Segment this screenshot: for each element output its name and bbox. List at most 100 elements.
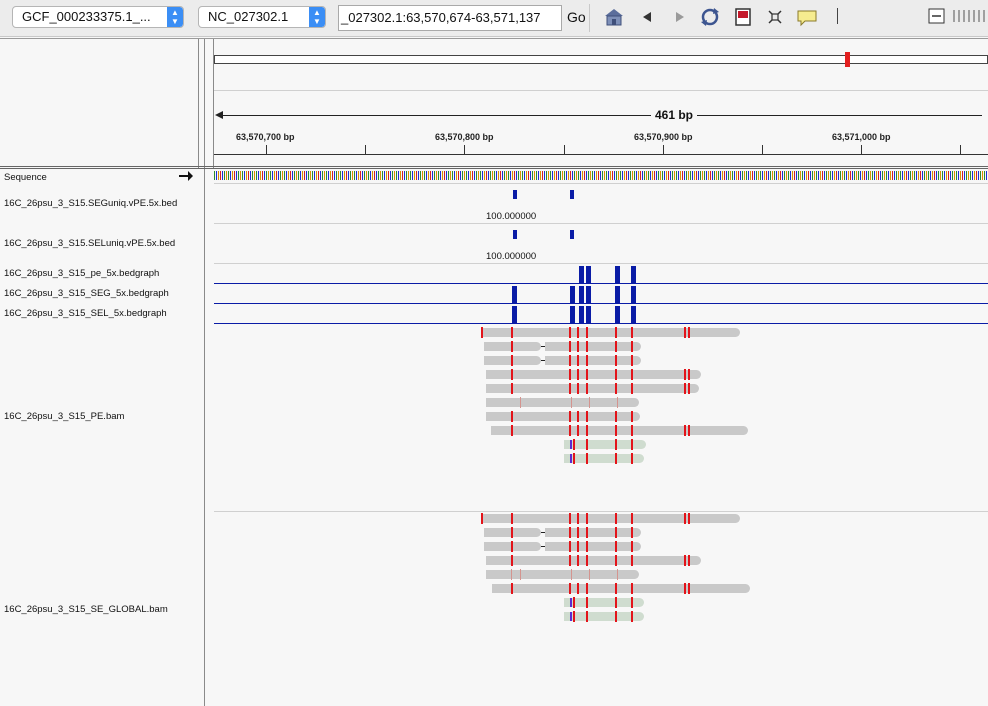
chromosome-dropdown-value: NC_027302.1	[208, 9, 289, 24]
bedgraph-bar[interactable]	[586, 306, 591, 323]
bedgraph-bar[interactable]	[615, 306, 620, 323]
track-name-seg-bedgraph[interactable]: 16C_26psu_3_S15_SEG_5x.bedgraph	[4, 288, 169, 299]
go-button[interactable]: Go	[567, 9, 586, 25]
bedgraph-bar[interactable]	[570, 306, 575, 323]
resize-icon[interactable]	[764, 7, 786, 27]
alignment-read[interactable]	[483, 514, 740, 523]
mismatch-mark	[586, 369, 588, 380]
bedgraph-bar[interactable]	[631, 306, 636, 323]
strand-arrow-icon[interactable]	[178, 170, 194, 182]
track-name-sel-uniq-bed[interactable]: 16C_26psu_3_S15.SELuniq.vPE.5x.bed	[4, 238, 176, 249]
bed-feature[interactable]	[570, 190, 574, 199]
bed-feature[interactable]	[513, 230, 517, 239]
track-name-seg-uniq-bed[interactable]: 16C_26psu_3_S15.SEGuniq.vPE.5x.bed	[4, 198, 178, 209]
alignment-read[interactable]	[486, 384, 699, 393]
ruler-tick	[266, 145, 267, 154]
bedgraph-bar[interactable]	[615, 266, 620, 283]
zoom-slider[interactable]	[952, 7, 988, 27]
bed-feature[interactable]	[513, 190, 517, 199]
bedgraph-bar[interactable]	[586, 286, 591, 303]
mismatch-mark	[586, 453, 588, 464]
alignment-read[interactable]	[486, 556, 701, 565]
mismatch-mark	[631, 369, 633, 380]
mismatch-mark	[631, 383, 633, 394]
deletion-gap	[541, 360, 545, 361]
track-name-sel-bedgraph[interactable]: 16C_26psu_3_S15_SEL_5x.bedgraph	[4, 308, 167, 319]
mismatch-mark	[631, 555, 633, 566]
alignment-read[interactable]	[486, 570, 639, 579]
mismatch-mark	[511, 541, 513, 552]
forward-icon[interactable]	[668, 7, 690, 27]
span-arrow-left-icon	[215, 111, 223, 119]
bedgraph-bar[interactable]	[512, 286, 517, 303]
ruler-tick	[960, 145, 961, 154]
mismatch-mark	[569, 425, 571, 436]
mismatch-mark	[684, 425, 686, 436]
mismatch-mark	[615, 527, 617, 538]
track-name-se-global-bam[interactable]: 16C_26psu_3_S15_SE_GLOBAL.bam	[4, 604, 168, 615]
bedgraph-bar[interactable]	[579, 266, 584, 283]
mismatch-mark	[615, 583, 617, 594]
locus-input[interactable]: _027302.1:63,570,674-63,571,137	[338, 5, 562, 31]
alignment-read[interactable]	[545, 528, 641, 537]
track-baseline	[214, 303, 988, 304]
mismatch-mark	[481, 327, 483, 338]
bedgraph-bar[interactable]	[586, 266, 591, 283]
alignment-read[interactable]	[545, 356, 641, 365]
mismatch-mark	[615, 555, 617, 566]
mismatch-mark	[615, 597, 617, 608]
mismatch-mark	[688, 327, 690, 338]
mismatch-mark	[631, 327, 633, 338]
chromosome-ideogram[interactable]	[214, 55, 988, 64]
alignment-read[interactable]	[486, 370, 701, 379]
home-icon[interactable]	[603, 7, 625, 27]
refresh-icon[interactable]	[699, 7, 721, 27]
mismatch-mark	[615, 383, 617, 394]
mismatch-mark	[688, 513, 690, 524]
bedgraph-bar[interactable]	[579, 286, 584, 303]
mismatch-mark	[617, 397, 618, 408]
track-divider	[214, 511, 988, 512]
mismatch-mark	[631, 611, 633, 622]
alignment-read[interactable]	[564, 440, 646, 449]
mismatch-mark	[573, 453, 575, 464]
mismatch-mark	[586, 527, 588, 538]
alignment-read[interactable]	[486, 412, 640, 421]
mismatch-mark	[589, 569, 590, 580]
panel-divider	[213, 38, 214, 168]
chromosome-dropdown[interactable]: NC_027302.1 ▲ ▼	[198, 6, 326, 28]
track-name-pe-bedgraph[interactable]: 16C_26psu_3_S15_pe_5x.bedgraph	[4, 268, 160, 279]
roi-icon[interactable]	[732, 7, 754, 27]
track-name-sequence[interactable]: Sequence	[4, 172, 47, 183]
mismatch-mark	[631, 597, 633, 608]
alignment-read[interactable]	[564, 598, 644, 607]
genome-dropdown[interactable]: GCF_000233375.1_... ▲ ▼	[12, 6, 184, 28]
zoom-out-icon[interactable]	[928, 7, 946, 27]
alignment-read[interactable]	[545, 342, 641, 351]
genome-dropdown-value: GCF_000233375.1_...	[22, 9, 151, 24]
bedgraph-bar[interactable]	[512, 306, 517, 323]
bedgraph-bar[interactable]	[570, 286, 575, 303]
bedgraph-bar[interactable]	[631, 266, 636, 283]
mismatch-mark	[684, 369, 686, 380]
mismatch-mark	[511, 355, 513, 366]
sequence-track[interactable]	[214, 171, 988, 180]
mismatch-mark	[615, 425, 617, 436]
popup-info-icon[interactable]	[796, 7, 818, 27]
mismatch-mark	[569, 383, 571, 394]
bedgraph-bar[interactable]	[631, 286, 636, 303]
mismatch-mark	[577, 383, 579, 394]
track-name-pe-bam[interactable]: 16C_26psu_3_S15_PE.bam	[4, 411, 125, 422]
alignment-read[interactable]	[564, 454, 644, 463]
back-icon[interactable]	[637, 7, 659, 27]
alignment-read[interactable]	[486, 398, 639, 407]
bedgraph-bar[interactable]	[579, 306, 584, 323]
bedgraph-bar[interactable]	[615, 286, 620, 303]
alignment-read[interactable]	[483, 328, 740, 337]
alignment-read[interactable]	[491, 426, 748, 435]
alignment-read[interactable]	[564, 612, 644, 621]
bed-feature[interactable]	[570, 230, 574, 239]
mismatch-mark	[569, 541, 571, 552]
alignment-read[interactable]	[492, 584, 750, 593]
alignment-read[interactable]	[545, 542, 641, 551]
